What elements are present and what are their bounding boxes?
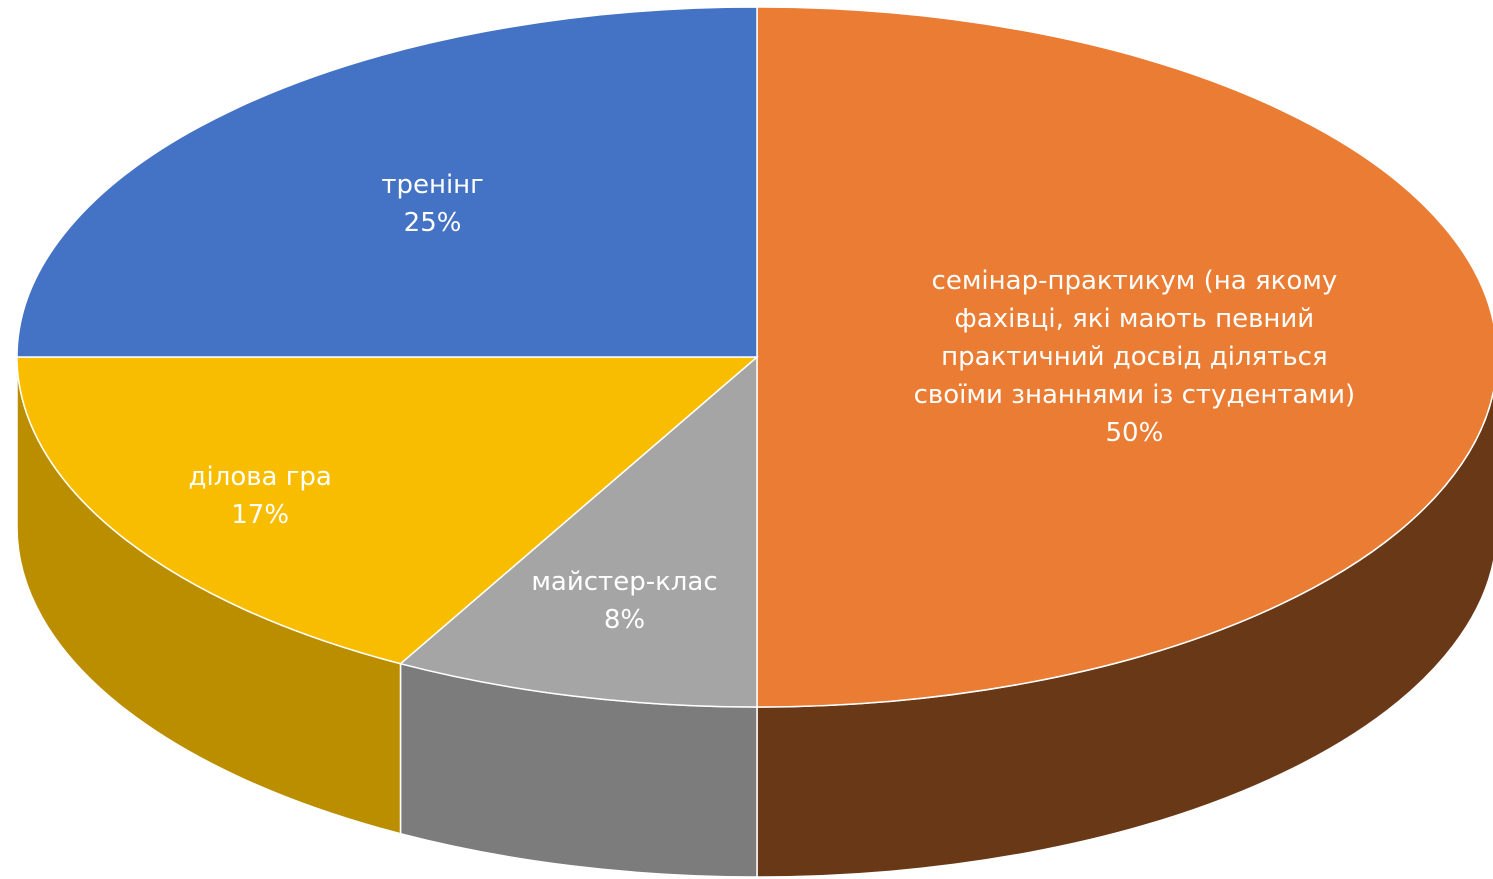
slice	[398, 355, 758, 708]
data-label: ділова гра 17%	[130, 458, 390, 534]
data-label: семінар-практикум (на якому фахівці, які…	[899, 262, 1369, 452]
data-label: майстер-клас 8%	[494, 563, 754, 639]
value-label: 50%	[1105, 418, 1164, 448]
category-label: тренінг	[381, 169, 484, 200]
category-label: майстер-клас	[531, 567, 718, 598]
slice	[16, 6, 758, 358]
value-label: 8%	[603, 605, 646, 636]
category-label: ділова гра	[188, 461, 332, 492]
data-label: тренінг 25%	[303, 166, 563, 242]
slice	[16, 356, 760, 665]
category-label: семінар-практикум (на якому фахівці, які…	[913, 266, 1356, 410]
slice	[756, 6, 1493, 708]
value-label: 25%	[403, 207, 462, 238]
value-label: 17%	[231, 499, 290, 530]
